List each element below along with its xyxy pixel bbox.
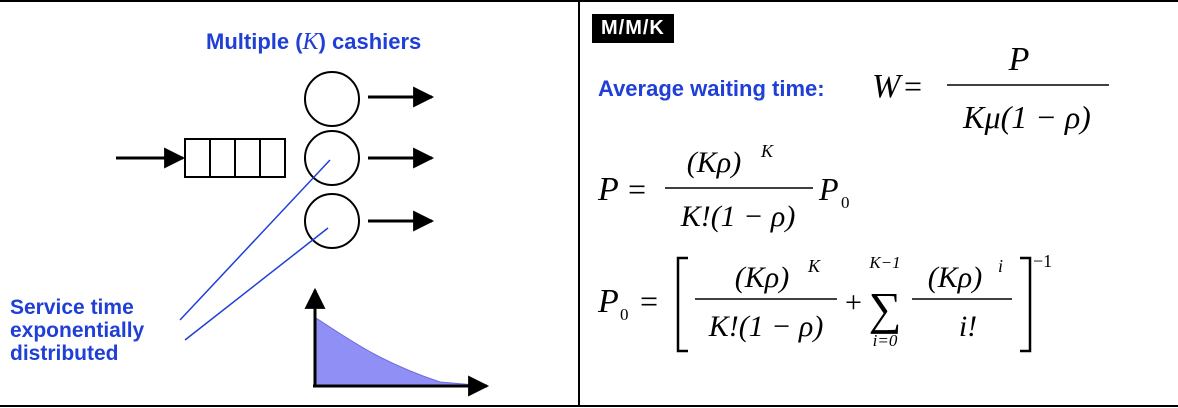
pointer-line-1 xyxy=(179,159,331,321)
exponential-curve xyxy=(315,317,476,386)
server-circle-2 xyxy=(304,130,360,186)
w-eq: = xyxy=(904,68,922,104)
service-time-label: Service time exponentially distributed xyxy=(10,296,145,365)
formulas: W = P Kμ(1 − ρ) P = (Kρ) K K!(1 − ρ) P 0… xyxy=(597,41,1109,353)
p-numerator-sup: K xyxy=(760,141,774,161)
model-badge: M/M/K xyxy=(592,14,674,43)
p0-frac1-denominator: K!(1 − ρ) xyxy=(708,310,824,343)
right-bracket xyxy=(1020,256,1032,353)
formula-p0: P 0 = (Kρ) K K!(1 − ρ) + K−1 ∑ i=0 (Kρ) … xyxy=(597,251,1052,353)
p-tail-sub: 0 xyxy=(841,193,850,212)
queue-diagram xyxy=(116,71,490,397)
left-bracket xyxy=(676,256,688,353)
sum-symbol: ∑ xyxy=(869,283,902,334)
p-tail: P xyxy=(818,171,839,207)
formula-w: W = P Kμ(1 − ρ) xyxy=(872,41,1109,135)
frame-bottom-border xyxy=(0,405,1178,407)
p0-frac2-denominator: i! xyxy=(959,310,977,343)
p0-frac2-sup: i xyxy=(998,256,1003,276)
avg-waiting-label: Average waiting time: xyxy=(598,76,825,101)
p0-frac1-numerator: (Kρ) xyxy=(735,261,789,294)
p-denominator: K!(1 − ρ) xyxy=(680,200,796,233)
p-eq: = xyxy=(628,171,646,207)
w-numerator: P xyxy=(1008,41,1030,78)
w-lhs: W xyxy=(872,68,903,105)
formula-p: P = (Kρ) K K!(1 − ρ) P 0 xyxy=(597,141,850,233)
p-lhs: P xyxy=(597,171,619,208)
queue-buffer xyxy=(184,138,286,178)
frame-top-border xyxy=(0,0,1178,2)
frame-divider xyxy=(578,0,580,407)
exponential-curve-fill xyxy=(316,318,475,385)
p0-frac2-numerator: (Kρ) xyxy=(928,261,982,294)
p0-lhs: P xyxy=(597,283,619,320)
w-denominator: Kμ(1 − ρ) xyxy=(962,99,1091,135)
p0-plus: + xyxy=(845,286,862,319)
sum-upper: K−1 xyxy=(868,253,900,272)
p-numerator: (Kρ) xyxy=(687,146,741,179)
p0-outer-sup: −1 xyxy=(1033,251,1052,271)
sum-lower: i=0 xyxy=(873,331,898,350)
p0-frac1-sup: K xyxy=(807,256,821,276)
server-circle-1 xyxy=(304,71,360,127)
p0-lhs-sub: 0 xyxy=(620,305,629,324)
p0-eq: = xyxy=(640,283,658,319)
cashiers-title: Multiple (K) cashiers xyxy=(206,29,422,55)
pointer-line-2 xyxy=(184,227,329,341)
